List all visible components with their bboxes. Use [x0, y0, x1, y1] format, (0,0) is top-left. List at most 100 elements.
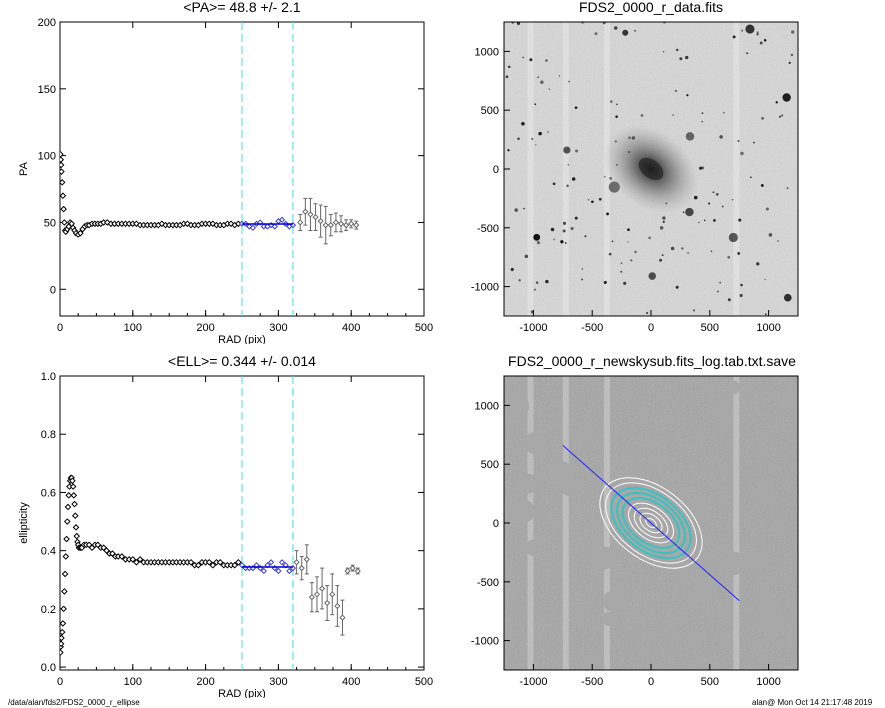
img1-star	[648, 236, 651, 240]
img1-star	[594, 32, 598, 36]
pa-data-point	[312, 214, 319, 221]
img2-masked-source	[688, 635, 702, 649]
img1-star	[721, 205, 724, 208]
img1-star	[719, 135, 723, 139]
pa-xtick-label: 0	[57, 322, 63, 334]
img1-star	[764, 313, 767, 316]
ell-data-point	[71, 512, 79, 520]
img1-star	[606, 212, 610, 216]
img1-star	[675, 285, 679, 289]
ell-ytick-label: 0.8	[41, 429, 56, 441]
img2-isophote	[628, 502, 674, 544]
img1-star	[701, 120, 704, 123]
img1-star	[753, 141, 755, 144]
ell-data-point	[318, 585, 326, 592]
img1-star	[740, 151, 744, 156]
ell-data-point	[63, 535, 70, 543]
img1-star	[536, 240, 541, 245]
ell-xtick-label: 100	[124, 676, 142, 688]
img2-masked-source	[550, 461, 573, 484]
img1-star	[781, 114, 784, 117]
pa-data-point	[209, 220, 217, 228]
img2-ytick-label: -500	[477, 577, 499, 589]
img1-star	[535, 281, 539, 284]
img2-masked-source	[620, 474, 635, 489]
img2-masked-source	[574, 609, 585, 620]
img1-star	[692, 309, 695, 312]
img1-star	[756, 262, 760, 266]
img1-star	[740, 283, 743, 287]
ell-data-point	[63, 518, 71, 525]
img1-star	[777, 240, 779, 242]
img1-xtick-label: 500	[701, 322, 719, 334]
img1-star	[603, 280, 607, 284]
img2-masked-source	[619, 625, 629, 636]
img1-star	[538, 131, 542, 136]
img1-star	[662, 216, 666, 220]
pa-data-point	[302, 208, 309, 215]
img2-masked-source	[695, 568, 712, 585]
img1-star	[550, 227, 555, 232]
pa-data-point	[348, 220, 355, 227]
img1-star	[661, 254, 664, 257]
img1-star	[545, 279, 549, 284]
img2-masked-source	[669, 381, 679, 392]
img2-masked-source	[745, 546, 764, 565]
img1-star	[611, 240, 614, 243]
img1-star	[672, 114, 674, 116]
img1-star	[505, 75, 509, 79]
img2-isophote	[599, 477, 703, 569]
img2-isophote	[633, 507, 669, 539]
img1-star	[693, 195, 698, 200]
img1-star	[553, 238, 556, 241]
img1-star	[708, 202, 711, 205]
pa-data-point	[327, 222, 334, 229]
ell-data-point	[344, 567, 351, 575]
ellipticity-profile-chart: 0 100 200 300 400 500 0.0 0.2 0.4 0.6 0.8 1.0 RAD (p…	[18, 371, 433, 698]
img1-star	[514, 208, 518, 212]
img1-star	[598, 197, 602, 201]
pa-data-point	[332, 219, 340, 226]
img2-masked-source	[518, 474, 539, 494]
img1-star	[756, 31, 759, 34]
ell-data-point	[60, 628, 66, 636]
img2-image-area	[504, 376, 798, 670]
ell-data-point	[303, 556, 310, 563]
pa-data-point	[307, 211, 314, 218]
pa-data-point	[257, 219, 264, 226]
img1-star	[627, 228, 630, 232]
img1-xtick-label: -1000	[519, 322, 547, 334]
img1-star	[567, 164, 569, 166]
img1-star	[648, 272, 657, 280]
pa-ytick-label: 100	[38, 151, 56, 163]
ell-data-point	[69, 483, 77, 490]
img1-star	[562, 221, 566, 225]
img1-star	[623, 281, 627, 285]
img1-star	[765, 207, 769, 211]
ell-ytick-label: 0.6	[41, 487, 56, 499]
ell-data-point	[187, 558, 195, 566]
img1-star	[737, 252, 741, 255]
img1-star	[713, 219, 716, 222]
img1-star	[613, 26, 618, 30]
img1-star	[685, 55, 689, 60]
img1-star	[587, 198, 590, 201]
img1-star	[737, 140, 740, 142]
img1-star	[717, 290, 719, 293]
img2-isophote	[639, 512, 663, 534]
ell-data-point	[60, 640, 65, 648]
img1-star	[634, 250, 637, 254]
img2-detector-stripe	[603, 376, 610, 670]
img2-masked-source	[745, 382, 755, 392]
img1-star	[662, 50, 665, 53]
ell-ytick-label: 1.0	[41, 371, 56, 383]
ell-data-point	[354, 567, 361, 575]
img2-xtick-label: 0	[648, 676, 654, 688]
galaxy-data-image: -1000 -500 0 500 1000 -1000 -500 0 500 1000	[471, 21, 799, 334]
img1-star	[761, 116, 765, 120]
img1-image-area	[504, 22, 798, 316]
img1-star	[732, 35, 736, 39]
pa-ytick-label: 200	[38, 17, 56, 29]
img1-star	[533, 233, 541, 241]
img2-masked-source	[725, 557, 736, 567]
